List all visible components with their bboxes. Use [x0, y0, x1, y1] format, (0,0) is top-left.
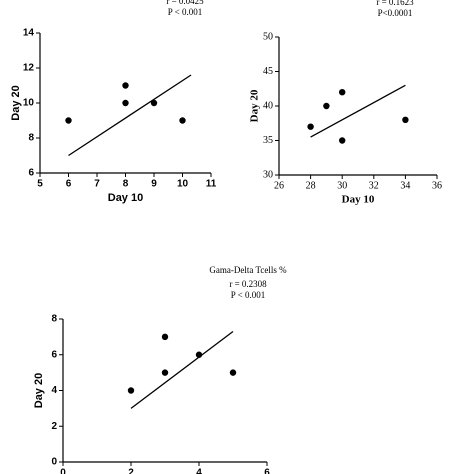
y-tick-label: 30 [263, 169, 273, 180]
point [402, 116, 409, 124]
annotation: r = 0.1623 [376, 0, 414, 7]
y-tick-label: 0 [51, 457, 57, 468]
y-tick-label: 12 [23, 63, 35, 74]
point [339, 137, 346, 144]
regression-line [130, 330, 234, 409]
x-tick-label: 30 [337, 180, 347, 191]
point [307, 123, 314, 130]
regression-line [310, 84, 406, 138]
x-tick-label: 26 [274, 180, 284, 191]
y-tick-label: 50 [263, 31, 273, 42]
x-tick-label: 4 [196, 468, 202, 474]
y-tick-label: 8 [28, 133, 34, 144]
y-tick-label: 4 [51, 385, 57, 396]
y-tick-label: 14 [23, 28, 35, 39]
x-tick-label: 2 [128, 468, 134, 474]
y-tick-label: 40 [263, 100, 273, 111]
point [150, 99, 158, 107]
y-tick-label: 35 [263, 135, 273, 146]
x-tick-label: 7 [94, 179, 100, 190]
y-tick-label: 6 [28, 168, 34, 179]
x-tick-label: 6 [66, 179, 72, 190]
x-tick-label: 32 [369, 180, 379, 191]
x-axis-label: Day 10 [108, 192, 143, 204]
y-tick-label: 10 [23, 98, 35, 109]
x-tick-label: 9 [151, 179, 157, 190]
x-tick-label: 5 [37, 179, 43, 190]
x-axis-label: Day 10 [342, 194, 375, 206]
y-tick-label: 8 [51, 314, 57, 325]
x-tick-label: 10 [177, 179, 189, 190]
x-tick-label: 11 [206, 179, 217, 190]
annotation: P<0.0001 [378, 8, 413, 18]
point [122, 99, 129, 107]
annotation: P < 0.001 [231, 290, 266, 300]
point [323, 102, 330, 110]
point [339, 89, 346, 96]
x-tick-label: 0 [60, 468, 66, 474]
y-axis-label: Day 20 [10, 85, 22, 120]
x-tick-label: 28 [306, 180, 316, 191]
point [229, 369, 237, 376]
point [195, 351, 203, 358]
point [161, 369, 169, 376]
x-tick-label: 36 [432, 180, 442, 191]
point [122, 82, 129, 89]
y-tick-label: 6 [51, 349, 57, 360]
y-axis-label: Day 20 [33, 373, 45, 408]
y-tick-label: 2 [51, 421, 57, 432]
annotation: r = 0.2308 [229, 279, 267, 289]
annotation: r = 0.0425 [166, 0, 204, 6]
y-tick-label: 45 [263, 66, 273, 77]
point [65, 117, 72, 124]
annotation: P < 0.001 [168, 7, 203, 17]
point [179, 117, 186, 124]
x-tick-label: 8 [123, 179, 129, 190]
x-tick-label: 34 [400, 180, 410, 191]
regression-line [68, 74, 192, 157]
x-tick-label: 6 [264, 468, 270, 474]
y-axis-label: Day 20 [249, 89, 261, 122]
chart-title: Gama-Delta Tcells % [209, 265, 287, 275]
point [161, 333, 169, 341]
point [127, 387, 135, 394]
